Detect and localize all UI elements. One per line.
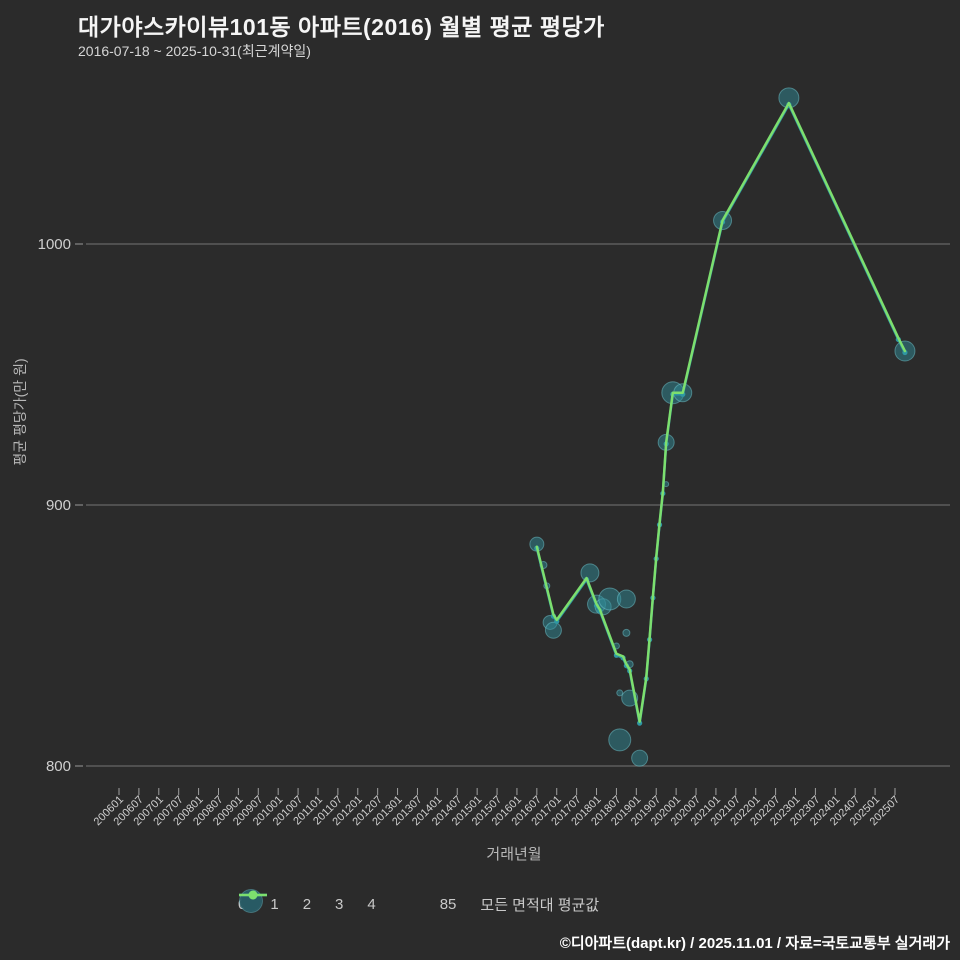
legend-size-label: 4 [367,895,376,913]
scatter-bubble[interactable] [580,563,600,583]
y-tick-label: 900 [46,497,71,514]
chart-title: 대가야스카이뷰101동 아파트(2016) 월별 평균 평당가 [78,14,605,40]
scatter-bubble[interactable] [631,749,649,767]
legend-size-item[interactable]: 3 [240,890,344,913]
legend-series-label: 모든 면적대 평균값 [480,896,600,914]
series-line-85 [535,103,907,725]
scatter-bubble[interactable] [544,621,562,639]
x-axis-title: 거래년월 [486,846,542,863]
legend-size-label: 1 [270,895,279,913]
footer-credit: ©디아파트(dapt.kr) / 2025.11.01 / 자료=국토교통부 실… [559,935,950,952]
legend-line-icon [239,890,267,900]
scatter-bubble[interactable] [778,87,800,109]
legend-size-label: 2 [302,895,312,913]
scatter-bubble[interactable] [608,728,632,752]
scatter-bubble[interactable] [616,689,624,697]
legend-series-label: 85 [439,895,457,913]
chart-subtitle: 2016-07-18 ~ 2025-10-31(최근계약일) [78,43,311,59]
series-line-average [535,101,907,723]
legend: 0123485모든 면적대 평균값 [238,888,599,920]
scatter-bubble[interactable] [616,589,636,609]
legend-size-item[interactable]: 2 [242,892,312,913]
legend-series-item[interactable]: 모든 면적대 평균값 [239,890,600,915]
legend-size-item[interactable]: 1 [243,893,279,913]
series-85-node [637,720,643,726]
y-tick-label: 800 [46,758,71,775]
y-tick-label: 1000 [38,236,71,253]
scatter-bubble[interactable] [622,628,631,637]
legend-series-item[interactable]: 85 [239,890,457,913]
legend-size-item[interactable]: 4 [239,889,376,913]
legend-size-label: 3 [335,895,344,913]
y-axis-title: 평균 평당가(만 원) [12,358,28,466]
